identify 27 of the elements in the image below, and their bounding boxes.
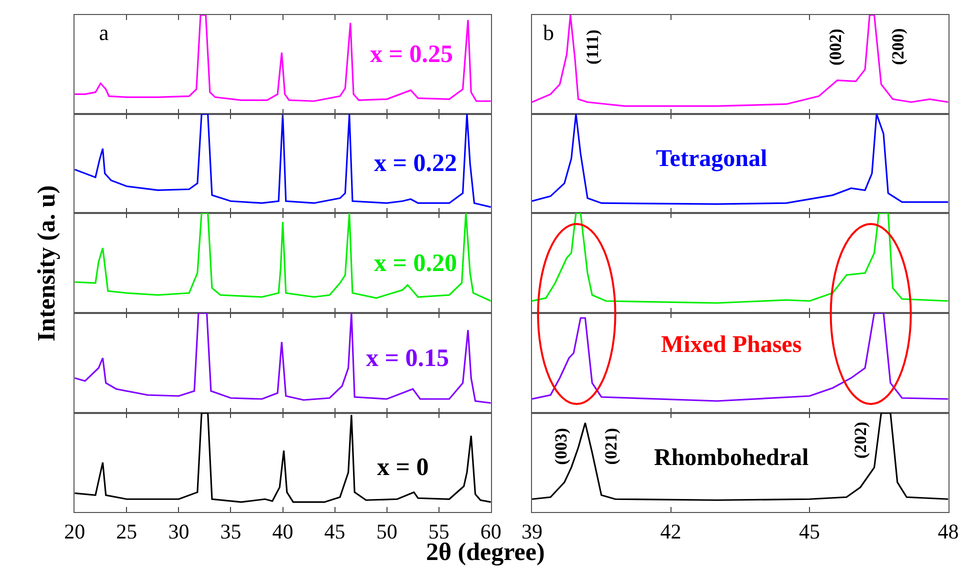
annotation: Rhombohedral bbox=[654, 445, 810, 471]
x-tick-label: 45 bbox=[799, 519, 820, 544]
annotation: a bbox=[99, 20, 109, 45]
x-tick-label: 35 bbox=[220, 519, 242, 544]
x-tick-label: 45 bbox=[324, 519, 346, 544]
series-label: x = 0.22 bbox=[374, 150, 457, 177]
x-tick-label: 50 bbox=[376, 519, 398, 544]
series-label: x = 0.15 bbox=[366, 345, 449, 372]
x-tick-label: 42 bbox=[660, 519, 682, 544]
x-tick-label: 48 bbox=[938, 519, 959, 544]
annotation: (111) bbox=[583, 30, 602, 64]
annotation: (002) bbox=[826, 28, 846, 66]
x-tick-label: 25 bbox=[116, 519, 138, 544]
y-axis-title: Intensity (a. u) bbox=[34, 185, 61, 342]
annotation: (021) bbox=[601, 428, 620, 465]
annotation: (200) bbox=[888, 28, 908, 65]
annotation: b bbox=[543, 20, 554, 45]
x-tick-label: 20 bbox=[64, 519, 86, 544]
annotation: Mixed Phases bbox=[661, 332, 802, 358]
series-label: x = 0.25 bbox=[370, 41, 453, 68]
annotation: (003) bbox=[552, 428, 570, 465]
x-tick-label: 30 bbox=[168, 519, 190, 544]
annotation: Tetragonal bbox=[656, 146, 768, 172]
series-label: x = 0.20 bbox=[374, 250, 457, 277]
annotation: (202) bbox=[851, 422, 870, 459]
x-tick-label: 40 bbox=[272, 519, 294, 544]
series-label: x = 0 bbox=[377, 454, 429, 481]
